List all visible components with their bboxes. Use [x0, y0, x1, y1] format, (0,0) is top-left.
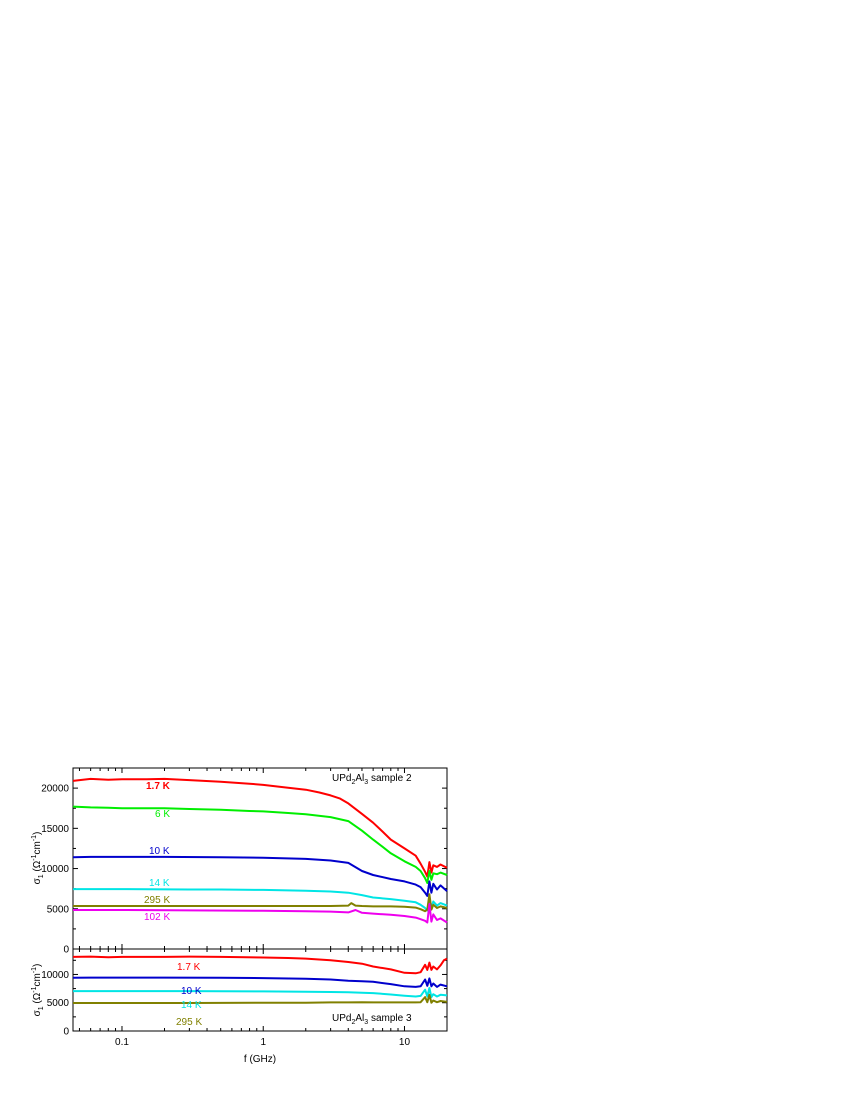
label-295k-bottom: 295 K: [176, 1017, 202, 1028]
series-line-102-k: [73, 903, 448, 924]
label-6k: 6 K: [155, 809, 170, 820]
series-line-10-k: [72, 855, 448, 897]
bottom-axis-ticks: [73, 949, 448, 1032]
y-tick-label: 5000: [47, 904, 70, 915]
x-tick-labels: 0.1 1 10: [115, 1037, 410, 1048]
bottom-series-group: [72, 955, 448, 1004]
series-line-6-k: [72, 805, 448, 884]
label-1-7k: 1.7 K: [146, 781, 171, 792]
bottom-y-tick-labels: 0 5000 10000: [41, 970, 69, 1038]
series-line-10-k: [72, 976, 448, 988]
y-tick-label: 10000: [41, 970, 69, 981]
y-tick-label: 0: [63, 1027, 69, 1038]
y-tick-label: 0: [63, 945, 69, 956]
top-panel: 0 5000 10000 15000 20000 σ1 (Ω-1cm-1) UPd2Al…: [31, 767, 448, 956]
label-10k: 10 K: [149, 846, 170, 857]
label-10k-bottom: 10 K: [181, 986, 202, 997]
x-tick-label: 1: [260, 1037, 266, 1048]
y-tick-label: 10000: [41, 864, 69, 875]
label-14k: 14 K: [149, 878, 170, 889]
series-line-14-k: [73, 987, 448, 999]
x-tick-label: 0.1: [115, 1037, 129, 1048]
label-14k-bottom: 14 K: [181, 1000, 202, 1011]
bottom-y-axis-label: σ1 (Ω-1cm-1): [31, 964, 45, 1017]
top-series-group: [72, 777, 448, 924]
top-y-tick-labels: 0 5000 10000 15000 20000: [41, 784, 69, 956]
series-line-1-7-k: [72, 955, 448, 975]
y-tick-label: 20000: [41, 784, 69, 795]
top-axis-ticks: [73, 768, 448, 950]
label-102k: 102 K: [144, 912, 170, 923]
top-y-axis-label: σ1 (Ω-1cm-1): [31, 832, 45, 885]
x-axis-label: f (GHz): [244, 1054, 276, 1065]
top-panel-title: UPd2Al3 sample 2: [332, 773, 412, 786]
bottom-panel-title: UPd2Al3 sample 3: [332, 1013, 412, 1026]
series-line-295-k: [73, 993, 448, 1004]
x-tick-label: 10: [399, 1037, 411, 1048]
y-tick-label: 15000: [41, 824, 69, 835]
y-tick-label: 5000: [47, 998, 70, 1009]
series-line-1-7-k: [72, 777, 448, 878]
bottom-plot-frame: [72, 948, 448, 1032]
label-295k: 295 K: [144, 895, 170, 906]
bottom-panel: 0 5000 10000 0.1 1 10 σ1 (Ω-1cm-1) f (GHz) U…: [31, 948, 448, 1065]
series-line-295-k: [73, 893, 448, 913]
label-1-7k-bottom: 1.7 K: [177, 962, 201, 973]
